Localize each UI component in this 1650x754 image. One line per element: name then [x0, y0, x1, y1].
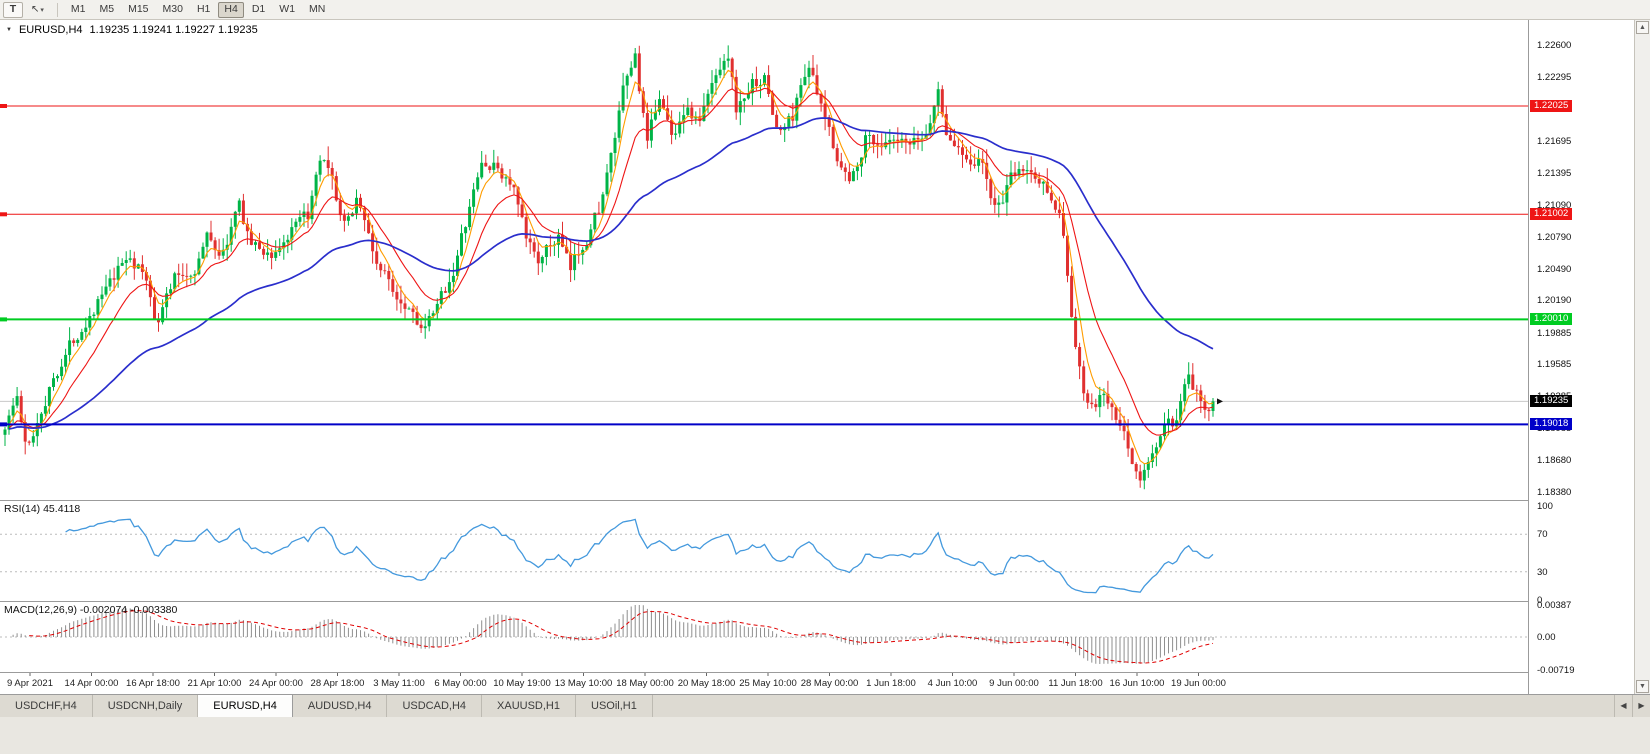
level-price-tag: 1.21002	[1530, 208, 1573, 221]
top-toolbar: T ↖▾ M1 M5 M15 M30 H1 H4 D1 W1 MN	[0, 0, 1650, 20]
time-axis-label: 6 May 00:00	[434, 678, 487, 689]
time-axis-label: 1 Jun 18:00	[866, 678, 916, 689]
rsi-scale-label: 0	[1537, 595, 1543, 606]
time-axis-label: 16 Jun 10:00	[1109, 678, 1165, 689]
macd-scale-label: 0.00387	[1537, 600, 1572, 611]
chart-tabs-bar: USDCHF,H4 USDCNH,Daily EURUSD,H4 AUDUSD,…	[0, 694, 1650, 717]
time-axis-label: 4 Jun 10:00	[927, 678, 978, 689]
timeframe-w1-button[interactable]: W1	[273, 2, 301, 18]
vertical-scrollbar[interactable]: ▲ ▼	[1634, 20, 1650, 694]
price-scale-label: 1.18680	[1537, 455, 1572, 467]
price-scale-label: 1.19585	[1537, 359, 1572, 371]
rsi-scale-label: 100	[1537, 501, 1553, 512]
tab-eurusd-h4[interactable]: EURUSD,H4	[198, 695, 293, 717]
tab-xauusd-h1[interactable]: XAUUSD,H1	[482, 695, 576, 717]
candlestick-chart[interactable]	[0, 20, 1528, 694]
time-axis-label: 9 Apr 2021	[7, 678, 53, 689]
timeframe-d1-button[interactable]: D1	[246, 2, 271, 18]
tab-usdcnh-daily[interactable]: USDCNH,Daily	[92, 695, 199, 717]
level-price-tag: 1.19018	[1530, 418, 1573, 431]
chart-ohlc-values: 1.19235 1.19241 1.19227 1.19235	[89, 24, 258, 36]
time-axis-label: 19 Jun 00:00	[1171, 678, 1226, 689]
time-axis-label: 24 Apr 00:00	[249, 678, 303, 689]
rsi-scale-label: 70	[1537, 529, 1548, 541]
price-scale-label: 1.20490	[1537, 263, 1572, 275]
current-price-tag: 1.19235	[1530, 395, 1573, 408]
toolbar-separator	[56, 2, 58, 17]
time-axis-label: 13 May 10:00	[554, 678, 613, 689]
cursor-icon: ↖	[31, 3, 40, 15]
cursor-tool-button[interactable]: ↖▾	[25, 2, 50, 18]
time-axis-label: 20 May 18:00	[677, 678, 736, 689]
time-axis-divider	[0, 672, 1634, 673]
timeframe-h4-button[interactable]: H4	[218, 1, 244, 18]
chart-title: ▼ EURUSD,H4 1.19235 1.19241 1.19227 1.19…	[6, 24, 258, 36]
time-axis-label: 25 May 10:00	[739, 678, 797, 689]
time-axis-label: 9 Jun 00:00	[989, 678, 1039, 689]
time-axis-label: 21 Apr 10:00	[187, 678, 242, 689]
time-axis-label: 18 May 00:00	[616, 678, 674, 689]
price-scale-label: 1.21395	[1537, 167, 1572, 179]
price-scale-label: 1.20190	[1537, 295, 1572, 307]
scroll-down-icon[interactable]: ▼	[1636, 680, 1649, 693]
price-scale-axis[interactable]: 1.226001.222951.219951.216951.213951.210…	[1528, 20, 1634, 694]
templates-button[interactable]: T	[3, 1, 23, 18]
time-axis-label: 11 Jun 18:00	[1048, 678, 1103, 689]
rsi-indicator-label: RSI(14) 45.4118	[4, 503, 81, 515]
tab-usoil-h1[interactable]: USOil,H1	[576, 695, 653, 717]
time-axis-label: 14 Apr 00:00	[64, 678, 119, 689]
tab-audusd-h4[interactable]: AUDUSD,H4	[292, 695, 388, 717]
rsi-scale-label: 30	[1537, 566, 1548, 578]
chevron-down-icon: ▾	[40, 6, 44, 14]
time-axis-label: 16 Apr 18:00	[126, 678, 180, 689]
price-scale-label: 1.20790	[1537, 231, 1572, 243]
timeframe-h1-button[interactable]: H1	[191, 2, 216, 18]
chart-symbol-label: EURUSD,H4	[18, 24, 83, 36]
tabs-scroll-right-button[interactable]: ▶	[1632, 695, 1650, 717]
time-axis-label: 28 Apr 18:00	[310, 678, 365, 689]
price-scale-label: 1.19885	[1537, 327, 1572, 339]
price-scale-label: 1.18380	[1537, 486, 1572, 498]
timeframe-m30-button[interactable]: M30	[157, 2, 189, 18]
timeframe-m5-button[interactable]: M5	[94, 2, 121, 18]
time-axis-label: 28 May 00:00	[800, 678, 859, 689]
chart-window: ▼ EURUSD,H4 1.19235 1.19241 1.19227 1.19…	[0, 20, 1650, 694]
scroll-up-icon[interactable]: ▲	[1636, 21, 1649, 34]
price-scale-label: 1.21090	[1537, 199, 1572, 211]
expander-triangle-icon: ▼	[6, 27, 12, 33]
timeframe-mn-button[interactable]: MN	[303, 2, 331, 18]
rsi-panel-divider[interactable]	[0, 500, 1634, 501]
tabs-scroll-left-button[interactable]: ◀	[1614, 695, 1632, 717]
time-axis-label: 3 May 11:00	[373, 678, 425, 689]
macd-scale-label: -0.00719	[1537, 665, 1575, 676]
price-scale-label: 1.21695	[1537, 135, 1572, 147]
price-scale-label: 1.22295	[1537, 72, 1572, 84]
price-scale-label: 1.22600	[1537, 40, 1572, 52]
timeframe-m15-button[interactable]: M15	[122, 2, 154, 18]
macd-panel-divider[interactable]	[0, 601, 1634, 602]
macd-scale-label: 0.00	[1537, 632, 1556, 643]
level-price-tag: 1.20010	[1530, 313, 1573, 326]
tab-usdchf-h4[interactable]: USDCHF,H4	[0, 695, 93, 717]
time-axis[interactable]: 9 Apr 2021 14 Apr 00:00 16 Apr 18:00 21 Apr…	[0, 676, 1528, 694]
tab-usdcad-h4[interactable]: USDCAD,H4	[387, 695, 483, 717]
status-bar	[0, 717, 1650, 754]
time-axis-label: 10 May 19:00	[493, 678, 551, 689]
macd-indicator-label: MACD(12,26,9) -0.002074 -0.003380	[4, 604, 178, 616]
level-price-tag: 1.22025	[1530, 99, 1573, 112]
timeframe-m1-button[interactable]: M1	[65, 2, 92, 18]
